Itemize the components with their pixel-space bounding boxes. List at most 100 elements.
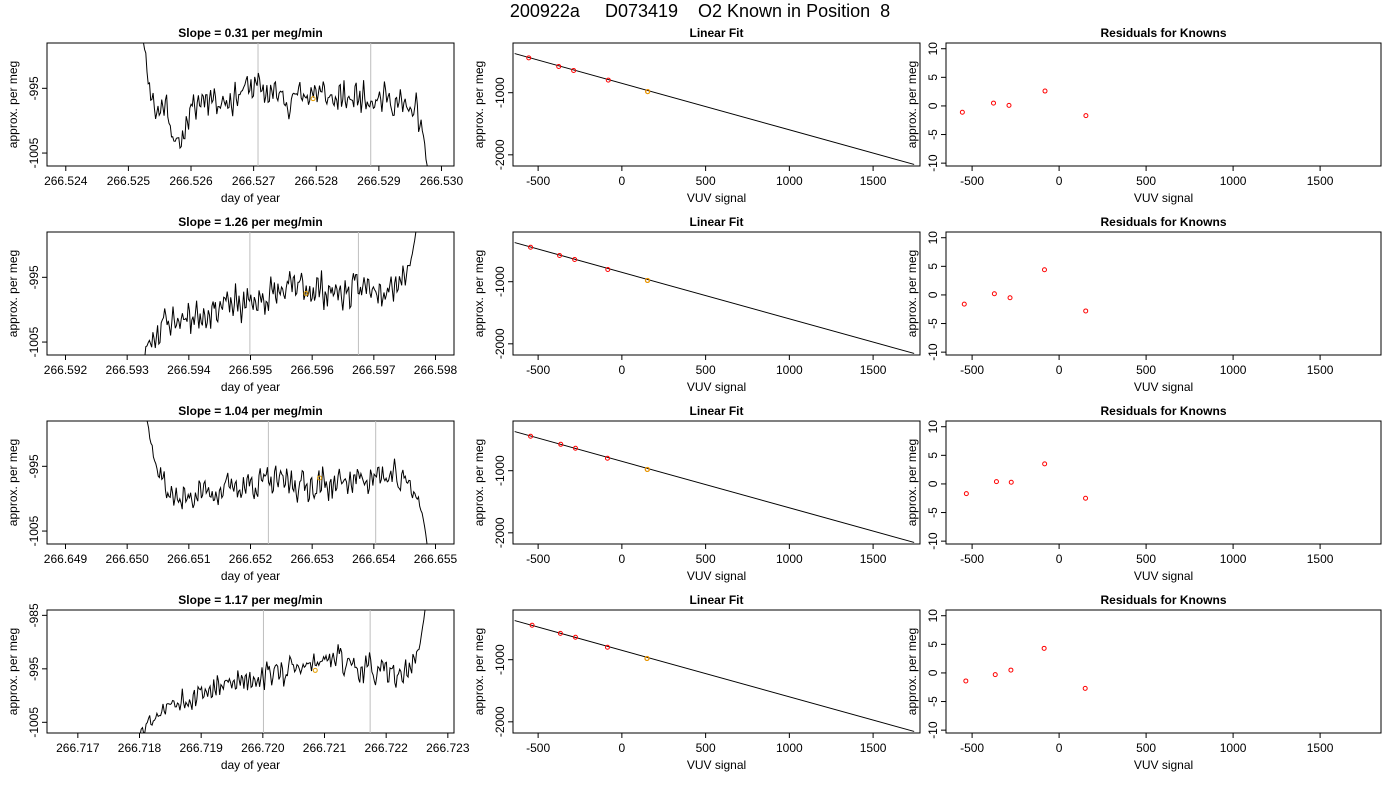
x-axis-label: VUV signal (1134, 569, 1193, 583)
residual-point (1083, 308, 1089, 314)
mean-point-marker (310, 96, 316, 102)
x-tick-label: 1000 (776, 363, 803, 377)
y-tick-label: 0 (926, 480, 940, 487)
y-tick-label: -10 (926, 721, 940, 739)
residual-point (1041, 267, 1047, 273)
x-tick-label: 266.652 (229, 552, 273, 566)
y-tick-label: 10 (926, 42, 940, 56)
y-tick-label: -1005 (27, 326, 41, 357)
plot-frame (945, 420, 1382, 545)
residual-point (963, 678, 969, 684)
panel-title: Slope = 1.26 per meg/min (178, 215, 322, 229)
x-tick-label: 0 (619, 741, 626, 755)
y-tick-label: -985 (27, 603, 41, 627)
x-tick-label: 1500 (860, 741, 887, 755)
known-point-highlight (644, 655, 650, 662)
fit-line (514, 242, 915, 354)
y-tick-label: 0 (926, 669, 940, 676)
y-tick-label: -5 (926, 129, 940, 140)
calibration-point (558, 441, 564, 447)
y-axis-label: approx. per meg (6, 439, 20, 526)
y-tick-label: -5 (926, 696, 940, 707)
calibration-point (572, 256, 578, 262)
mean-point-marker (303, 291, 309, 296)
y-tick-label: -2000 (493, 328, 507, 359)
x-tick-label: -500 (526, 363, 550, 377)
plot-area (963, 461, 1089, 501)
plot-frame (512, 231, 921, 356)
y-axis-label: approx. per meg (472, 61, 486, 148)
plot-area (146, 421, 428, 544)
x-tick-label: 1500 (1307, 552, 1334, 566)
x-tick-label: 266.526 (169, 174, 213, 188)
plot-area (144, 232, 417, 355)
x-tick-label: 266.653 (290, 552, 334, 566)
calibration-point (605, 266, 611, 272)
x-tick-label: 266.598 (414, 363, 458, 377)
panel-title: Linear Fit (689, 593, 743, 607)
x-tick-label: 500 (696, 552, 716, 566)
calibration-point (572, 634, 578, 640)
panel-linear-fit-row-1: Linear Fit -500 0 500 1000 1500 -1000 -2000 VUV … (472, 26, 921, 205)
plot-frame (945, 42, 1382, 167)
residual-point (1041, 645, 1047, 651)
signal-trace (146, 421, 428, 544)
residual-point (959, 109, 965, 115)
y-tick-label: 0 (926, 102, 940, 109)
plot-area (514, 53, 915, 165)
y-tick-label: -5 (926, 507, 940, 518)
panel-title: Residuals for Knowns (1100, 404, 1226, 418)
x-tick-label: -500 (960, 552, 984, 566)
y-tick-label: -995 (27, 454, 41, 478)
x-tick-label: 1000 (776, 174, 803, 188)
x-tick-label: 266.651 (167, 552, 211, 566)
residual-point (991, 291, 997, 297)
fit-line (514, 431, 915, 543)
x-axis-label: VUV signal (687, 569, 746, 583)
x-tick-label: 1000 (776, 741, 803, 755)
x-tick-label: 1500 (1307, 174, 1334, 188)
x-tick-label: 266.525 (107, 174, 151, 188)
plot-area (514, 431, 915, 543)
y-tick-label: -1000 (493, 644, 507, 675)
residual-point (1082, 685, 1088, 691)
y-tick-label: 10 (926, 609, 940, 623)
panel-title: Linear Fit (689, 404, 743, 418)
x-tick-label: 0 (1056, 741, 1063, 755)
x-tick-label: 0 (619, 363, 626, 377)
residual-point (1083, 113, 1089, 119)
x-tick-label: -500 (960, 174, 984, 188)
x-axis-label: VUV signal (1134, 758, 1193, 772)
y-tick-label: -995 (27, 265, 41, 289)
calibration-point (557, 630, 563, 636)
residual-point (993, 479, 999, 485)
y-axis-label: approx. per meg (472, 628, 486, 715)
y-axis-label: approx. per meg (6, 250, 20, 337)
plot-area (143, 43, 429, 166)
calibration-point (572, 445, 578, 451)
x-axis-label: VUV signal (1134, 191, 1193, 205)
x-tick-label: 266.593 (105, 363, 149, 377)
x-tick-label: 0 (619, 552, 626, 566)
x-axis-label: VUV signal (1134, 380, 1193, 394)
signal-trace (139, 610, 426, 733)
panel-residuals-row-3: Residuals for Knowns -500 0 500 1000 1500 -10 -… (905, 404, 1382, 583)
panel-title: Linear Fit (689, 215, 743, 229)
panel-title: Residuals for Knowns (1100, 215, 1226, 229)
y-tick-label: 10 (926, 231, 940, 245)
residual-point (992, 672, 998, 678)
x-tick-label: 266.720 (241, 741, 285, 755)
x-tick-label: 266.655 (414, 552, 458, 566)
calibration-point (604, 455, 610, 461)
panel-residuals-row-4: Residuals for Knowns -500 0 500 1000 1500 -10 -… (905, 593, 1382, 772)
y-axis-label: approx. per meg (6, 61, 20, 148)
x-tick-label: 0 (1056, 552, 1063, 566)
x-tick-label: 266.717 (56, 741, 100, 755)
panel-time-series-row-3: Slope = 1.04 per meg/min 266.649 266.650 26… (6, 404, 458, 583)
y-tick-label: -10 (926, 532, 940, 550)
plot-frame (512, 42, 921, 167)
x-axis-label: day of year (221, 569, 280, 583)
panel-title: Slope = 1.17 per meg/min (178, 593, 322, 607)
residual-point (1007, 295, 1013, 301)
x-tick-label: 500 (696, 363, 716, 377)
